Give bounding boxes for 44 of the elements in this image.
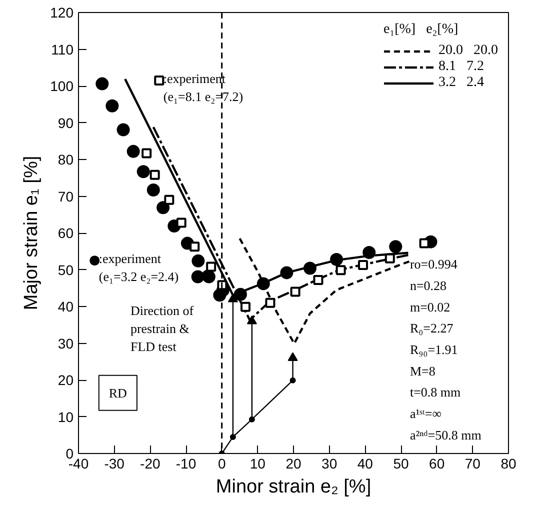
annotation: m=0.02 [410,299,450,314]
x-tick-label: -20 [140,456,160,472]
y-tick-label: 50 [58,262,74,278]
y-tick-label: 60 [58,225,74,241]
x-tick-label: 80 [500,456,516,472]
y-tick-label: 120 [50,4,74,20]
legend-title: e₁[%] e₂[%] [384,22,460,38]
y-tick-label: 70 [58,188,74,204]
legend-label: 20.0 20.0 [438,43,498,59]
y-tick-label: 110 [51,41,74,58]
x-tick-label: 70 [464,456,481,472]
annotation: RD [108,385,127,400]
annotation: a¹ˢᵗ=∞ [410,406,442,421]
legend-label: 3.2 2.4 [438,75,484,91]
legend-label: :experiment (e₁=8.1 e₂=7.2) [163,70,244,104]
x-tick-label: 0 [218,456,226,472]
annotation: Direction of prestrain & FLD test [130,302,194,354]
annotation: R₉₀=1.91 [410,342,458,357]
x-tick-label: -30 [104,456,125,472]
annotation: M=8 [410,363,436,378]
legend-label: :experiment (e₁=3.2 e₂=2.4) [98,251,179,284]
x-tick-label: 40 [357,456,374,472]
annotation: R₀=2.27 [410,320,454,336]
x-tick-label: -10 [176,456,196,472]
legend-label: 8.1 7.2 [438,59,484,75]
y-tick-label: 80 [58,152,74,168]
y-tick-label: 40 [58,298,74,314]
y-axis-title: Major strain e₁ [%] [21,156,42,310]
x-tick-label: 30 [322,456,338,472]
x-tick-label: 50 [393,456,409,472]
annotation: ro=0.994 [410,256,458,272]
y-tick-label: 10 [58,408,74,425]
y-tick-label: 30 [58,335,74,352]
y-tick-label: 20 [58,372,74,388]
x-tick-label: 60 [429,456,445,472]
x-tick-label: 20 [286,456,302,472]
y-tick-label: 0 [66,446,74,462]
annotation: a²ⁿᵈ=50.8 mm [410,427,482,442]
annotation: n=0.28 [410,278,447,294]
y-tick-label: 100 [50,78,74,94]
y-tick-label: 90 [58,114,74,131]
annotation: t=0.8 mm [410,384,461,400]
x-tick-label: 10 [250,456,266,472]
x-axis-title: Minor strain e₂ [%] [216,476,372,498]
